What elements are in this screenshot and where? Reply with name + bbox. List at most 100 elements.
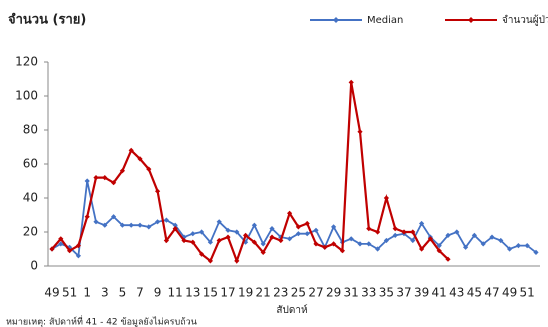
x-tick-label: 9 <box>154 286 162 300</box>
point <box>243 232 249 238</box>
point <box>375 246 381 252</box>
point <box>225 227 231 233</box>
point <box>445 256 451 262</box>
x-tick-label: 37 <box>396 286 411 300</box>
point <box>119 222 125 228</box>
point <box>75 253 81 259</box>
point <box>190 239 196 245</box>
y-tick-label: 80 <box>23 123 38 137</box>
point <box>287 236 293 242</box>
x-tick-label: 7 <box>136 286 144 300</box>
point <box>163 237 169 244</box>
point <box>445 232 451 238</box>
point <box>75 243 81 249</box>
point <box>207 258 213 264</box>
point <box>392 232 398 238</box>
point <box>216 237 222 244</box>
point <box>216 219 222 225</box>
point <box>427 236 433 242</box>
x-tick-label: 15 <box>203 286 218 300</box>
point <box>436 248 442 254</box>
point <box>304 231 310 237</box>
x-tick-label: 25 <box>291 286 306 300</box>
x-tick-label: 13 <box>185 286 200 300</box>
x-tick-label: 45 <box>467 286 482 300</box>
point <box>93 219 99 225</box>
point <box>155 188 161 194</box>
x-tick-label: 31 <box>344 286 359 300</box>
point <box>137 222 143 228</box>
point <box>463 244 469 250</box>
point <box>287 210 293 216</box>
point <box>375 229 381 235</box>
point <box>339 248 345 254</box>
point <box>322 244 328 250</box>
x-tick-label: 29 <box>326 286 341 300</box>
point <box>357 129 363 135</box>
point <box>366 241 372 247</box>
x-tick-label: 49 <box>44 286 59 300</box>
point <box>251 239 257 245</box>
point <box>515 243 521 249</box>
point <box>58 241 64 247</box>
x-tick-label: 19 <box>238 286 253 300</box>
point <box>58 236 64 242</box>
point <box>84 214 90 220</box>
legend-label: จำนวนผู้ป่วย <box>502 14 548 26</box>
point <box>119 168 125 174</box>
point <box>498 237 504 244</box>
point <box>146 224 152 230</box>
point <box>507 246 513 252</box>
x-tick-label: 51 <box>520 286 535 300</box>
legend-marker <box>333 17 339 23</box>
point <box>454 229 460 235</box>
point <box>269 226 275 232</box>
point <box>146 166 152 172</box>
y-tick-label: 0 <box>30 259 38 273</box>
point <box>392 226 398 232</box>
point <box>84 178 90 184</box>
point <box>480 241 486 247</box>
point <box>383 195 389 201</box>
point <box>401 229 407 235</box>
point <box>111 214 117 220</box>
chart-title: จำนวน (ราย) <box>8 12 86 28</box>
point <box>331 241 337 247</box>
x-tick-label: 17 <box>220 286 235 300</box>
point <box>410 229 416 235</box>
point <box>313 227 319 233</box>
point <box>348 236 354 242</box>
point <box>67 248 73 254</box>
point <box>163 217 169 223</box>
x-tick-label: 39 <box>414 286 429 300</box>
point <box>295 231 301 237</box>
x-tick-label: 11 <box>168 286 183 300</box>
y-tick-label: 40 <box>23 191 38 205</box>
point <box>260 249 266 255</box>
point <box>260 241 266 247</box>
x-tick-label: 33 <box>361 286 376 300</box>
point <box>436 243 442 249</box>
point <box>471 232 477 238</box>
point <box>489 234 495 240</box>
series-line <box>51 82 449 265</box>
point <box>419 246 425 252</box>
point <box>313 241 319 247</box>
point <box>278 237 284 244</box>
legend-marker <box>468 17 474 23</box>
x-tick-label: 3 <box>101 286 109 300</box>
x-tick-label: 41 <box>432 286 447 300</box>
point <box>49 246 55 252</box>
point <box>357 241 363 247</box>
point <box>172 222 178 228</box>
point <box>111 180 117 186</box>
point <box>199 229 205 235</box>
point <box>348 79 354 85</box>
x-tick-label: 1 <box>83 286 91 300</box>
point <box>331 224 337 230</box>
point <box>366 226 372 232</box>
x-tick-label: 23 <box>273 286 288 300</box>
point <box>234 258 240 264</box>
